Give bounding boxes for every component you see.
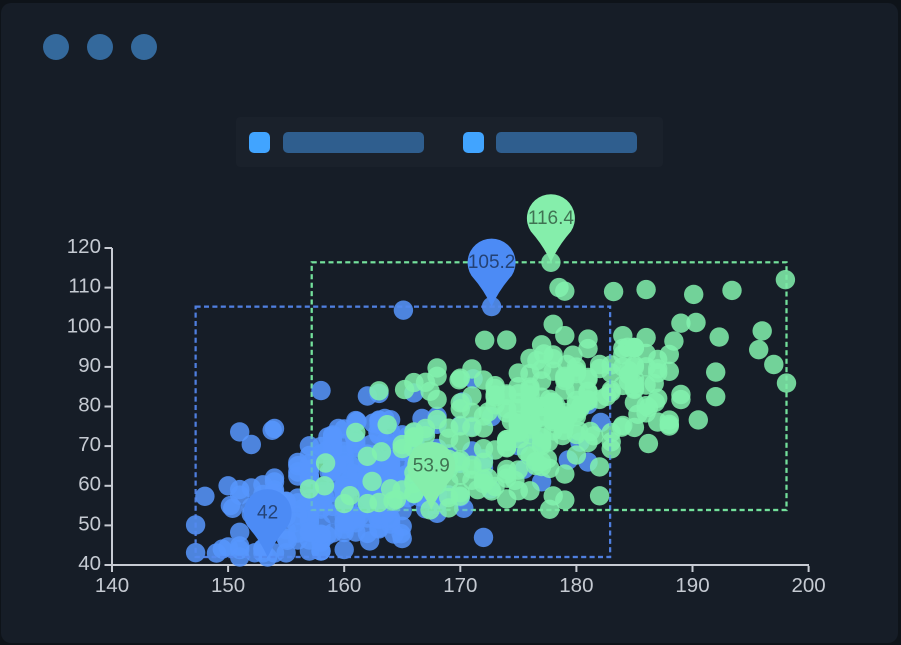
svg-text:60: 60 [78,473,101,496]
svg-text:140: 140 [95,574,129,597]
svg-text:150: 150 [211,574,245,597]
svg-text:53.9: 53.9 [413,455,450,476]
svg-text:160: 160 [327,574,361,597]
svg-text:80: 80 [78,394,101,417]
svg-text:190: 190 [675,574,709,597]
svg-text:110: 110 [68,275,101,298]
svg-text:120: 120 [67,235,101,258]
svg-text:105.2: 105.2 [468,252,516,273]
svg-text:116.4: 116.4 [528,208,575,229]
svg-text:100: 100 [67,314,101,337]
svg-text:90: 90 [78,354,101,377]
svg-text:70: 70 [78,433,101,456]
svg-text:40: 40 [78,552,101,575]
svg-text:180: 180 [559,574,593,597]
svg-text:50: 50 [78,512,101,535]
svg-text:200: 200 [791,574,825,597]
svg-text:170: 170 [443,574,477,597]
svg-text:42: 42 [257,503,278,524]
